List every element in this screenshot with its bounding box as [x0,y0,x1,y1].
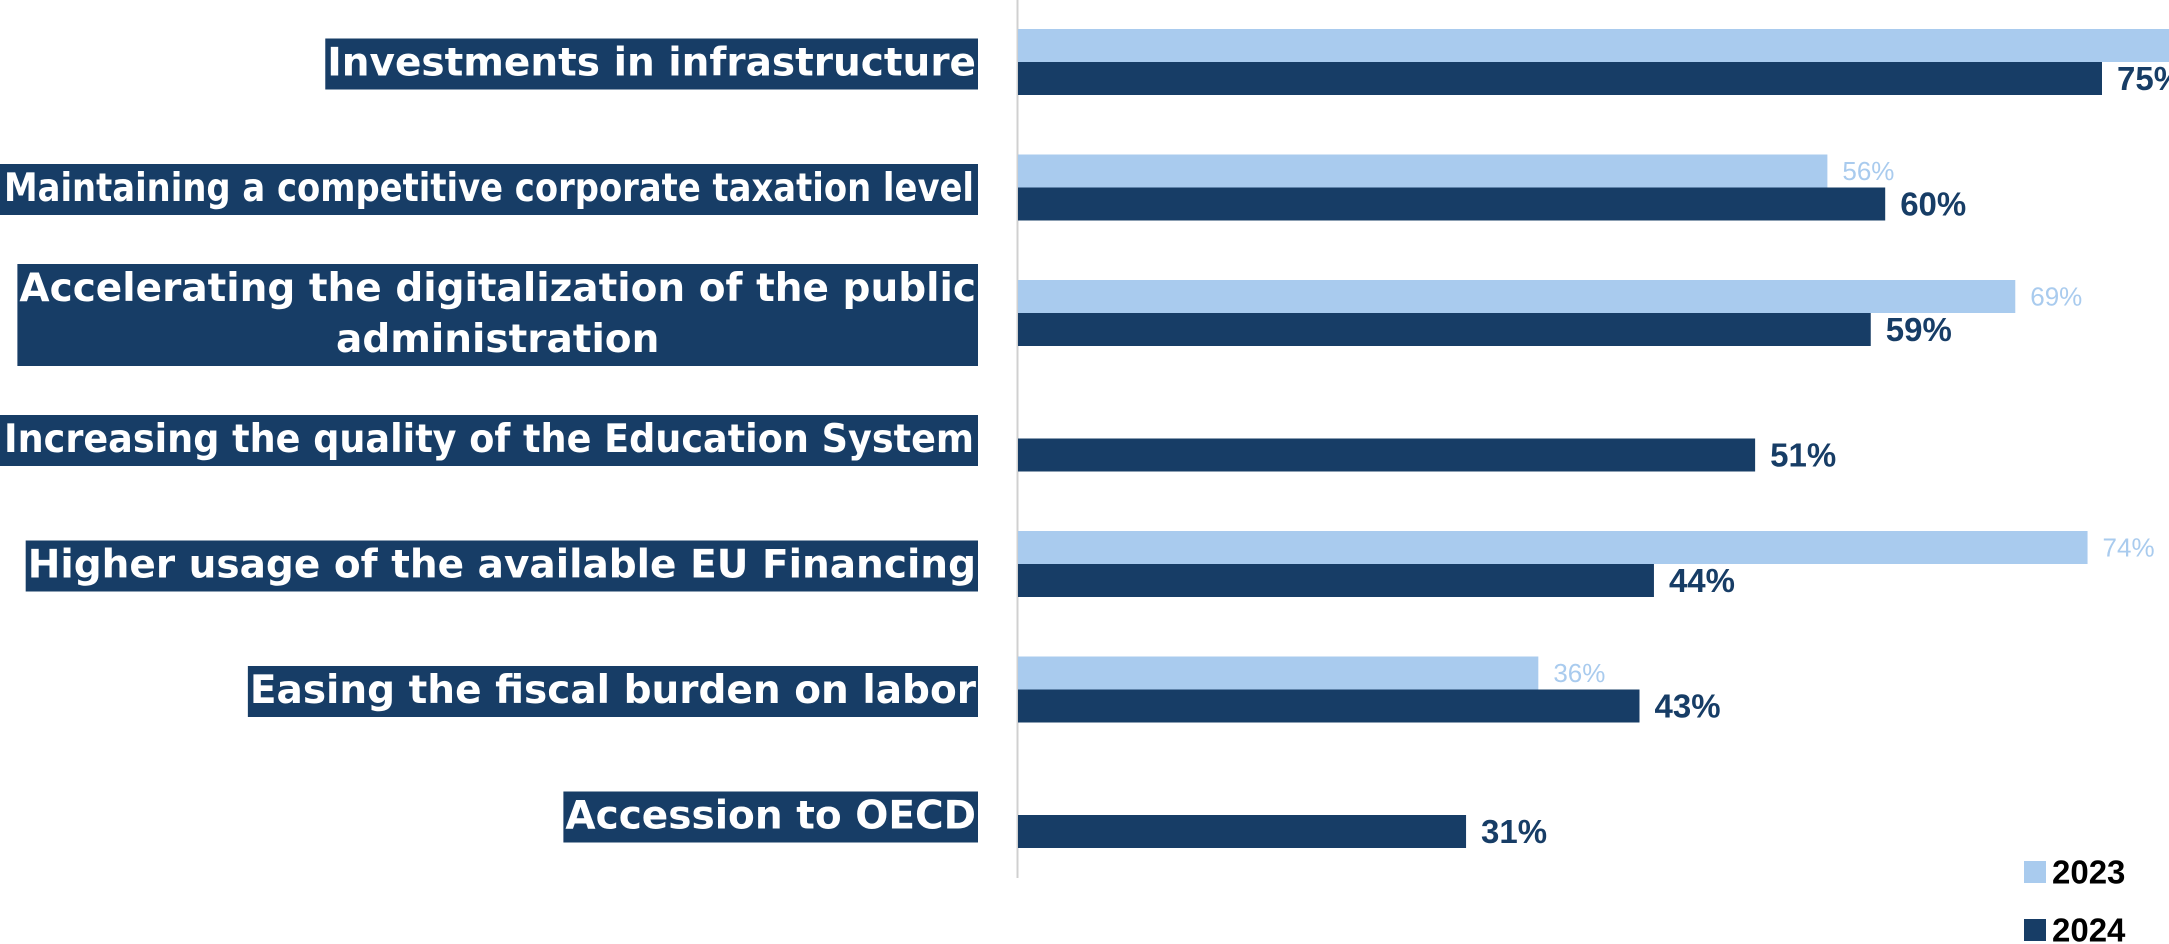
bar-2023 [1018,29,2169,62]
category-label-text: administration [336,317,659,362]
category-label-box [0,415,978,466]
data-label-2024: 31% [1481,813,1547,850]
bar-2024 [1018,689,1640,723]
category-label: Accession to OECD [563,791,978,843]
bar-2023 [1018,531,2088,564]
bars [1018,29,2169,848]
legend-swatch [2024,919,2046,941]
data-label-2023: 74% [2103,533,2155,563]
legend: 2023 2024 [2024,854,2126,944]
category-label-text: Accelerating the digitalization of the p… [19,266,976,311]
category-label: Higher usage of the available EU Financi… [25,540,978,592]
category-label-text: Increasing the quality of the Education … [4,417,974,462]
bar-2023 [1018,154,1828,188]
legend-label: 2023 [2052,854,2125,891]
bar-2023 [1018,280,2016,313]
category-label: Investments in infrastructure [325,38,978,90]
data-label-2024: 44% [1669,562,1735,599]
legend-item-2024: 2024 [2024,912,2126,944]
legend-label: 2024 [2052,912,2126,944]
data-label-2023: 69% [2030,282,2082,312]
legend-item-2023: 2023 [2024,854,2125,891]
bar-2024 [1018,187,1886,221]
category-label-box [0,164,978,215]
category-label-box [563,791,978,843]
category-label-box [325,38,978,90]
bar-2024 [1018,438,1756,472]
category-labels: Investments in infrastructure Maintaining… [0,38,978,843]
category-label: Easing the fiscal burden on labor [247,666,978,717]
category-label-box [247,666,978,717]
category-label: Maintaining a competitive corporate taxa… [0,164,978,215]
data-label-2024: 60% [1900,186,1966,223]
bar-2023 [1018,656,1539,690]
category-label: Increasing the quality of the Education … [0,415,978,466]
category-label-box [25,540,978,592]
data-label-2024: 51% [1770,437,1836,474]
category-label: Accelerating the digitalization of the p… [17,264,978,366]
category-label-text: Easing the fiscal burden on labor [250,668,977,713]
category-label-box [17,264,978,366]
category-label-text: Accession to OECD [565,794,976,839]
bar-2024 [1018,62,2102,95]
data-label-2024: 59% [1886,311,1952,348]
data-label-2023: 56% [1842,156,1894,186]
category-label-text: Higher usage of the available EU Financi… [28,543,976,588]
category-label-text: Investments in infrastructure [327,41,976,86]
bar-2024 [1018,815,1467,848]
bar-2024 [1018,564,1654,597]
data-label-2023: 36% [1553,658,1605,688]
value-labels: 83%75%56%60%69%59%51%74%44%36%43%31% [1481,60,2169,850]
category-label-text: Maintaining a competitive corporate taxa… [4,166,974,211]
data-label-2024: 43% [1654,688,1720,725]
legend-swatch [2024,861,2046,883]
data-label-2024: 75% [2117,60,2169,97]
bar-2024 [1018,313,1871,346]
